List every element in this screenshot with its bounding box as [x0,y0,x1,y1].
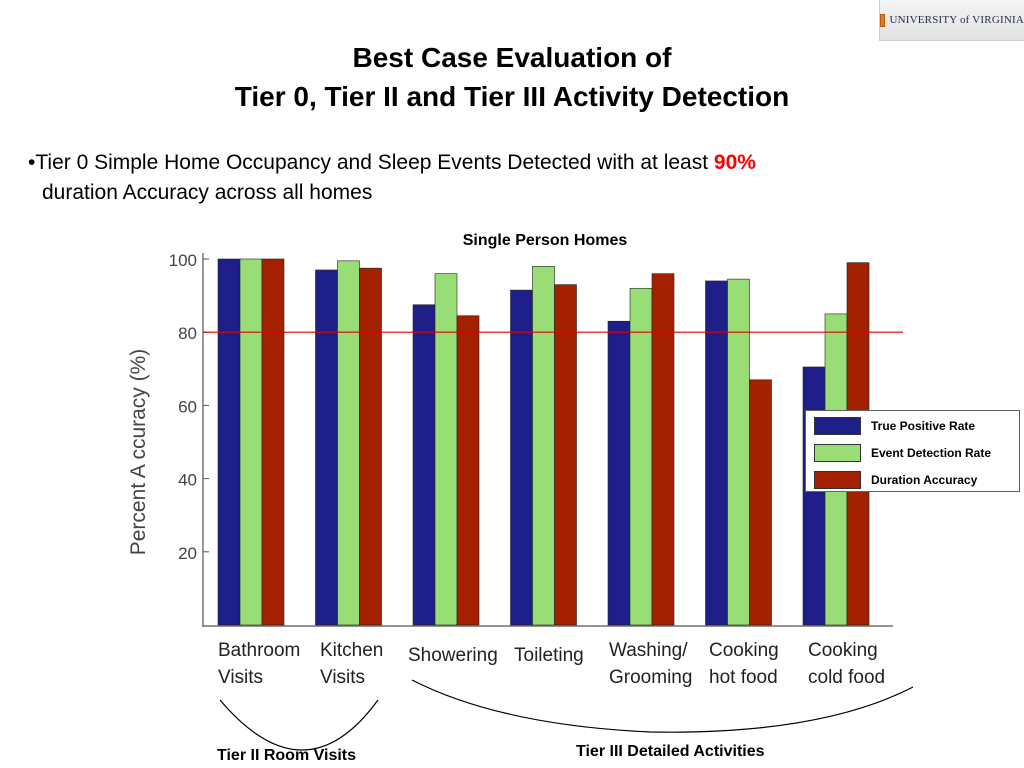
tier-iii-group-label: Tier III Detailed Activities [576,743,765,760]
chart-legend: True Positive Rate Event Detection Rate … [805,410,1020,492]
title-line-1: Best Case Evaluation of [352,42,672,73]
y-tick-label: 100 [169,251,197,270]
bar-2-6 [727,278,750,626]
bar-3-5 [651,273,675,626]
bar-1-4 [510,289,533,626]
bullet-highlight: 90% [713,151,756,174]
bar-2-5 [629,287,653,626]
bullet-line-1: •Tier 0 Simple Home Occupancy and Sleep … [28,148,1008,178]
legend-label-event-detection: Event Detection Rate [871,446,992,460]
x-category-label: hot food [709,667,778,688]
bar-1-2 [315,269,338,626]
bullet-point: •Tier 0 Simple Home Occupancy and Sleep … [28,148,1008,208]
bar-2-2 [337,260,360,626]
chart-title: Single Person Homes [463,232,628,249]
bullet-line-2: duration Accuracy across all homes [42,181,373,204]
bar-3-1 [261,258,285,626]
x-category-label: Washing/ [609,640,688,661]
title-line-2: Tier 0, Tier II and Tier III Activity De… [234,81,790,112]
bar-2-4 [532,266,555,626]
legend-swatch-true-positive [814,417,861,435]
bar-1-7 [802,366,826,626]
bar-1-5 [607,320,631,626]
bar-2-3 [434,273,458,626]
legend-swatch-duration-accuracy [814,471,861,489]
legend-label-true-positive: True Positive Rate [871,419,976,433]
x-category-label: Visits [320,667,365,688]
bullet-text: •Tier 0 Simple Home Occupancy and Sleep … [28,151,714,174]
x-category-label: Toileting [514,645,584,666]
bar-3-2 [359,267,382,626]
x-category-label: Cooking [808,640,878,661]
logo-text: UNIVERSITY of VIRGINIA [889,14,1024,26]
x-category-label: Grooming [609,667,692,688]
legend-item-duration-accuracy: Duration Accuracy [814,470,977,490]
x-category-label: Cooking [709,640,779,661]
legend-item-event-detection: Event Detection Rate [814,443,991,463]
tier-ii-group-label: Tier II Room Visits [217,747,357,764]
y-tick-label: 60 [178,397,197,416]
y-tick-label: 40 [178,471,197,490]
bar-1-3 [412,304,436,626]
bar-2-1 [239,258,263,626]
bar-3-4 [554,284,577,626]
x-category-label: Showering [408,645,498,666]
x-category-label: Bathroom [218,640,300,661]
bar-3-6 [749,379,772,626]
bar-1-1 [217,258,241,626]
tier-iii-bracket [411,679,914,733]
tier-ii-bracket [219,699,379,751]
bar-3-3 [456,315,480,626]
x-category-label: Visits [218,667,263,688]
y-tick-label: 80 [178,324,197,343]
slide-title: Best Case Evaluation of Tier 0, Tier II … [0,38,1024,116]
y-axis-label: Percent A ccuracy (%) [127,349,150,556]
y-tick-label: 20 [178,544,197,563]
university-logo: UNIVERSITY of VIRGINIA [879,0,1024,41]
legend-swatch-event-detection [814,444,861,462]
legend-label-duration-accuracy: Duration Accuracy [871,473,978,487]
x-category-label: cold food [808,667,885,688]
legend-item-true-positive: True Positive Rate [814,416,975,436]
x-category-label: Kitchen [320,640,383,661]
rotunda-icon [880,13,886,27]
